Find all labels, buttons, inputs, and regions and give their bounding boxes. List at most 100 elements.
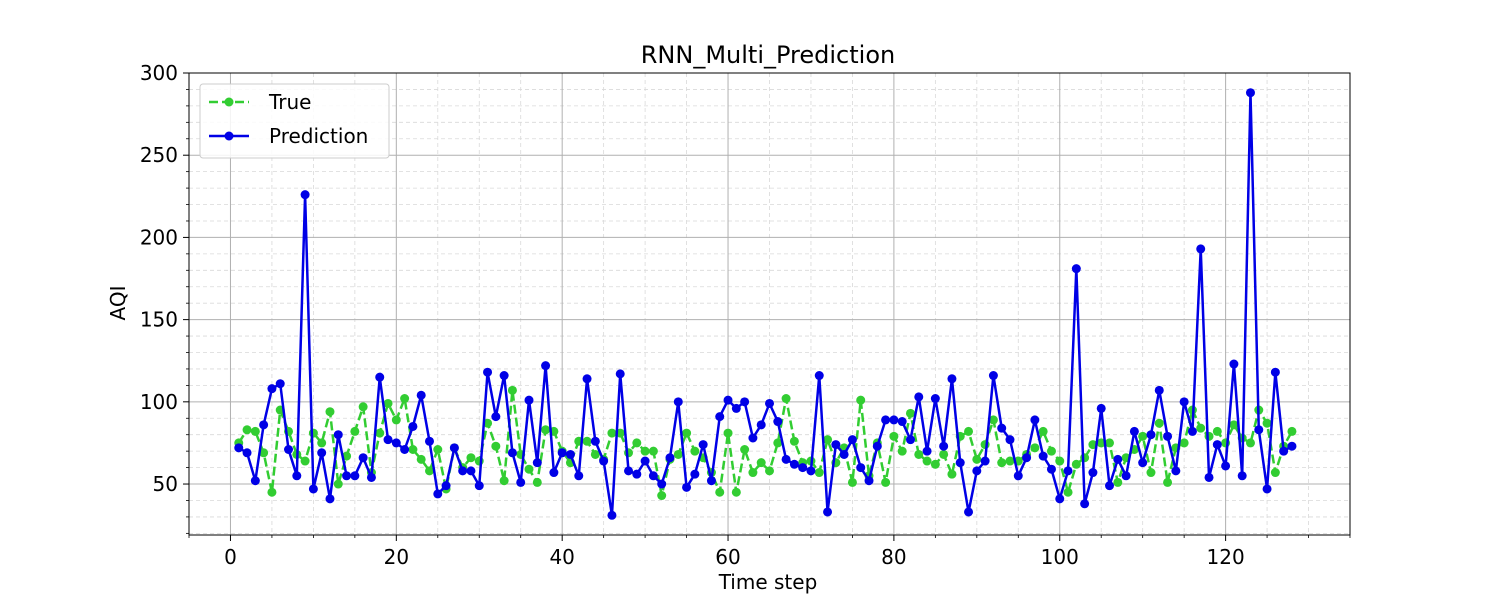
data-point-true [889,431,899,441]
data-point-prediction [889,415,899,425]
data-point-true [881,477,891,487]
data-point-true [1138,431,1148,441]
x-tick-label: 20 [384,545,409,569]
legend-box [199,83,390,159]
data-point-prediction [972,466,982,476]
data-point-prediction [242,448,252,458]
data-point-prediction [748,433,758,443]
data-point-prediction [905,435,915,445]
data-point-prediction [789,459,799,469]
data-point-true [342,451,352,461]
data-point-true [1245,438,1255,448]
data-point-prediction [665,453,675,463]
data-point-true [1030,443,1040,453]
data-point-prediction [897,417,907,427]
data-point-true [1179,438,1189,448]
data-point-prediction [1196,244,1206,254]
data-point-true [1204,431,1214,441]
data-point-prediction [930,394,940,404]
data-point-prediction [499,371,509,381]
data-point-prediction [1154,385,1164,395]
data-point-prediction [607,510,617,520]
data-point-prediction [1005,435,1015,445]
data-point-true [972,454,982,464]
data-point-prediction [1262,484,1272,494]
data-point-prediction [1187,426,1197,436]
data-point-prediction [292,471,302,481]
data-point-prediction [433,489,443,499]
data-point-true [1146,468,1156,478]
data-point-prediction [980,456,990,466]
data-point-prediction [358,453,368,463]
data-point-true [259,448,269,458]
x-tick-label: 40 [549,545,574,569]
data-point-prediction [988,371,998,381]
data-point-prediction [1212,440,1222,450]
data-point-true [690,446,700,456]
data-point-true [1270,468,1280,478]
data-point-true [673,449,683,459]
data-point-true [607,428,617,438]
x-tick-label: 120 [1207,545,1245,569]
data-point-true [657,491,667,501]
data-point-prediction [765,398,774,408]
data-point-prediction [1121,471,1131,481]
data-point-prediction [234,443,244,453]
data-point-prediction [1013,471,1023,481]
data-point-true [391,415,401,425]
y-tick-label: 100 [140,390,178,414]
data-point-prediction [549,468,559,478]
data-point-prediction [474,481,484,491]
series-line-prediction [238,91,1293,517]
data-point-true [640,446,650,456]
data-point-true [242,425,252,435]
data-point-prediction [458,466,468,476]
data-point-prediction [1022,453,1032,463]
legend: True Prediction [199,83,390,159]
data-point-prediction [690,469,700,479]
data-point-true [325,407,335,417]
data-point-prediction [532,458,542,468]
data-point-prediction [391,438,401,448]
data-point-prediction [1046,464,1056,474]
data-point-prediction [1254,425,1264,435]
data-point-prediction [342,471,352,481]
data-point-true [740,445,750,455]
data-point-prediction [673,397,683,407]
data-point-true [333,479,343,489]
data-point-true [632,438,642,448]
data-point-true [723,428,733,438]
data-point-prediction [300,190,310,200]
data-point-prediction [375,372,385,382]
axis-ticks [183,72,1351,541]
data-point-true [507,385,517,395]
data-point-true [1262,418,1272,428]
data-point-prediction [632,469,642,479]
data-point-true [590,449,600,459]
data-point-true [914,449,924,459]
data-point-prediction [698,440,708,450]
data-point-prediction [284,445,294,455]
data-point-prediction [1096,403,1106,413]
data-point-true [930,459,940,469]
data-point-prediction [1080,499,1090,509]
data-point-true [988,415,998,425]
data-point-prediction [1105,481,1115,491]
data-point-true [375,428,385,438]
data-point-prediction [1229,359,1239,369]
data-point-prediction [856,463,866,473]
data-point-prediction [308,484,318,494]
data-point-true [765,466,774,476]
data-point-prediction [781,454,791,464]
data-point-true [317,438,327,448]
data-point-true [922,456,932,466]
data-point-prediction [1179,397,1189,407]
data-point-prediction [333,430,343,440]
data-point-true [1212,426,1222,436]
data-point-prediction [408,421,418,431]
data-point-true [300,456,310,466]
data-point-prediction [325,494,335,504]
data-point-true [400,394,410,404]
data-point-prediction [1171,466,1181,476]
